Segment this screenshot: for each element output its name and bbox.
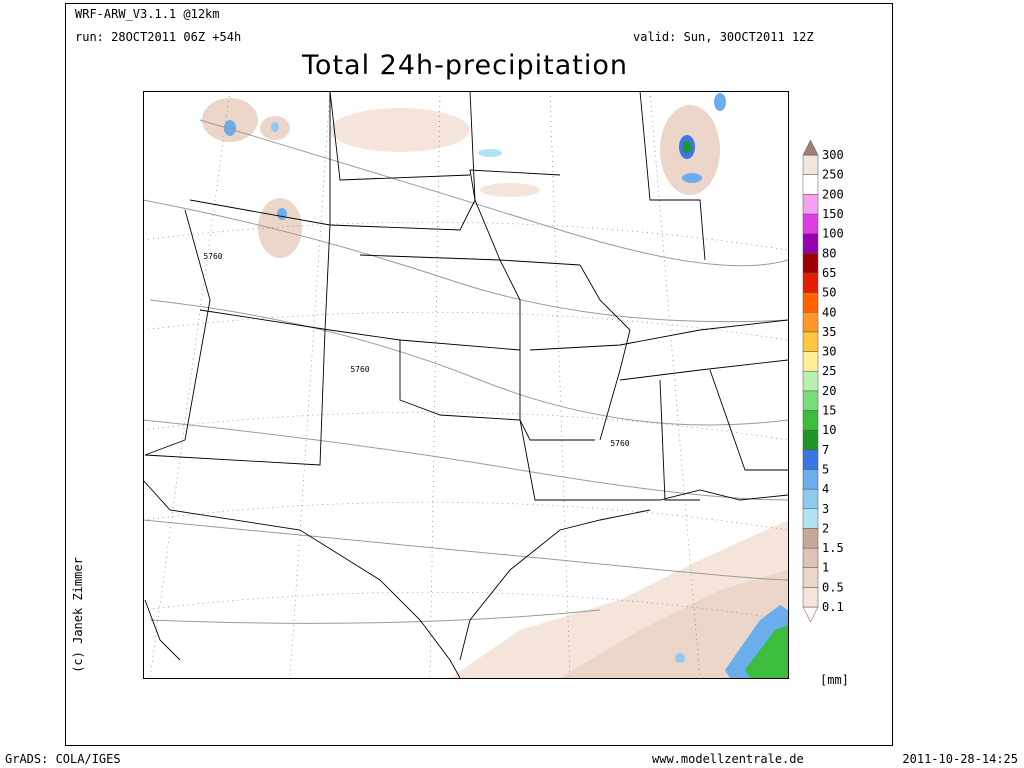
colorbar-box (802, 488, 819, 510)
colorbar-box (802, 429, 819, 451)
colorbar-box (802, 508, 819, 529)
colorbar-box (802, 272, 819, 293)
colorbar-box (802, 213, 819, 234)
colorbar-label: 200 (822, 187, 844, 201)
colorbar-arrow-high (802, 139, 819, 156)
colorbar-label: 30 (822, 345, 836, 359)
contour-label: 5760 (610, 439, 629, 448)
footer-right: 2011-10-28-14:25 (902, 752, 1018, 766)
contour-label-bg (350, 363, 370, 373)
colorbar-label: 4 (822, 482, 829, 496)
valid-label: valid: Sun, 30OCT2011 12Z (633, 30, 814, 44)
colorbar-label: 2 (822, 521, 829, 535)
contour-label-bg (610, 437, 630, 447)
colorbar-box (802, 390, 819, 411)
colorbar-box (802, 567, 819, 588)
colorbar-box (802, 351, 819, 372)
colorbar-label: 25 (822, 364, 836, 378)
map-border (143, 91, 789, 679)
colorbar-box (802, 528, 819, 549)
model-label: WRF-ARW_V3.1.1 @12km (75, 7, 220, 21)
colorbar-label: 80 (822, 246, 836, 260)
colorbar-box (802, 410, 819, 431)
colorbar-label: 15 (822, 404, 836, 418)
contour-label-bg (203, 250, 223, 260)
precip-areas (202, 93, 788, 678)
map-area (143, 91, 789, 679)
colorbar-box (802, 174, 819, 195)
colorbar-label: 50 (822, 286, 836, 300)
colorbar-unit: [mm] (820, 673, 849, 687)
state-borders (143, 91, 788, 678)
contour-label: 5760 (203, 252, 222, 261)
credit: (c) Janek Zimmer (71, 557, 85, 673)
colorbar-label: 0.5 (822, 580, 844, 594)
colorbar-label: 65 (822, 266, 836, 280)
colorbar-label: 20 (822, 384, 836, 398)
contour-label: 5760 (350, 365, 369, 374)
colorbar-box (802, 587, 819, 608)
colorbar-label: 150 (822, 207, 844, 221)
colorbar-label: 35 (822, 325, 836, 339)
colorbar-box (802, 292, 819, 313)
colorbar-label: 7 (822, 443, 829, 457)
colorbar-label: 100 (822, 227, 844, 241)
footer-left: GrADS: COLA/IGES (5, 752, 121, 766)
lat-lon-grid (143, 91, 788, 678)
colorbar-box (802, 547, 819, 568)
colorbar-label: 250 (822, 168, 844, 182)
colorbar-box (802, 154, 819, 175)
colorbar-box (802, 253, 819, 274)
colorbar-label: 0.1 (822, 600, 844, 614)
run-label: run: 28OCT2011 06Z +54h (75, 30, 241, 44)
footer-center: www.modellzentrale.de (652, 752, 804, 766)
colorbar-box (802, 370, 819, 392)
colorbar-box (802, 469, 819, 490)
colorbar-label: 1.5 (822, 541, 844, 555)
colorbar-box (802, 449, 819, 470)
map-title: Total 24h-precipitation (301, 50, 628, 81)
colorbar-label: 300 (822, 148, 844, 162)
height-contours (143, 119, 788, 624)
colorbar-box (802, 331, 819, 352)
colorbar-box (802, 233, 819, 254)
colorbar-label: 3 (822, 502, 829, 516)
colorbar-label: 1 (822, 561, 829, 575)
colorbar-label: 5 (822, 462, 829, 476)
colorbar-label: 40 (822, 305, 836, 319)
colorbar-box (802, 312, 819, 333)
colorbar-label: 10 (822, 423, 836, 437)
colorbar-box (802, 194, 819, 215)
